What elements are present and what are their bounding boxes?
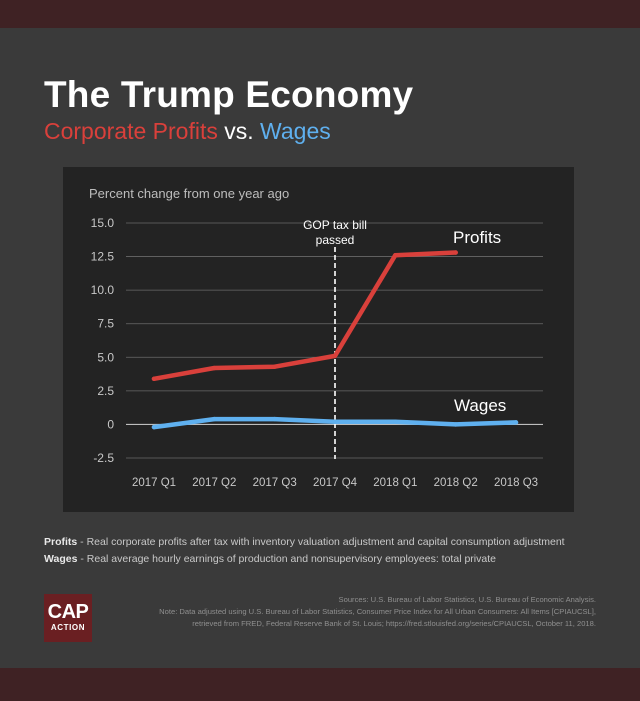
wages-data-point — [332, 419, 338, 424]
profits-series-label: Profits — [453, 228, 501, 247]
wages-data-point — [453, 422, 458, 427]
profits-note-text: - Real corporate profits after tax with … — [77, 536, 565, 548]
y-tick-label: -2.5 — [93, 451, 114, 465]
profits-data-point — [272, 364, 277, 369]
y-tick-label: 10.0 — [91, 283, 115, 297]
top-band — [0, 0, 640, 28]
subtitle-profits: Corporate Profits — [44, 118, 218, 144]
logo-cap: CAP — [47, 601, 89, 623]
page-title: The Trump Economy — [44, 74, 414, 115]
cap-action-logo: CAP ACTION — [44, 594, 92, 642]
profits-series-line — [151, 250, 458, 382]
profits-data-point — [212, 365, 217, 371]
wages-data-point — [151, 424, 157, 430]
y-tick-label: 2.5 — [97, 384, 114, 398]
profits-data-point — [453, 250, 458, 255]
sources-line-3: retrieved from FRED, Federal Reserve Ban… — [192, 619, 596, 628]
sources-line-1: Sources: U.S. Bureau of Labor Statistics… — [338, 595, 596, 604]
profits-data-point — [151, 376, 157, 381]
chart-panel: Percent change from one year ago 15.0 12.5… — [63, 167, 574, 512]
wages-note-label: Wages — [44, 553, 78, 565]
profits-note-label: Profits — [44, 536, 78, 548]
annotation-line-1: GOP tax bill — [303, 218, 367, 232]
bottom-band — [0, 668, 640, 701]
x-tick-label: 2018 Q2 — [434, 477, 478, 489]
wages-note-text: - Real average hourly earnings of produc… — [77, 553, 496, 565]
line-chart: Percent change from one year ago 15.0 12.5… — [89, 186, 543, 489]
subtitle-vs: vs. — [217, 118, 261, 144]
y-tick-label: 15.0 — [91, 216, 115, 230]
profits-note: Profits - Real corporate profits after t… — [44, 534, 604, 551]
annotation-line-2: passed — [316, 233, 355, 247]
x-tick-label: 2017 Q4 — [313, 477, 358, 489]
y-tick-label: 0 — [107, 417, 114, 431]
profits-data-point — [393, 253, 398, 258]
wages-data-point — [272, 416, 277, 422]
y-tick-label: 5.0 — [97, 350, 114, 364]
subtitle-wages: Wages — [260, 118, 331, 144]
wages-note: Wages - Real average hourly earnings of … — [44, 551, 604, 568]
x-tick-label: 2018 Q3 — [494, 477, 538, 489]
axis-caption: Percent change from one year ago — [89, 186, 289, 201]
x-tick-label: 2018 Q1 — [373, 477, 417, 489]
x-tick-label: 2017 Q3 — [253, 477, 297, 489]
y-tick-label: 12.5 — [91, 250, 115, 264]
x-tick-label: 2017 Q2 — [192, 477, 236, 489]
logo-action: ACTION — [50, 623, 86, 632]
sources-line-2: Note: Data adjusted using U.S. Bureau of… — [159, 607, 596, 616]
wages-data-point — [513, 420, 519, 425]
wages-series-label: Wages — [454, 396, 506, 415]
x-tick-label: 2017 Q1 — [132, 477, 176, 489]
y-tick-label: 7.5 — [97, 317, 114, 331]
wages-data-point — [212, 416, 217, 422]
chart-notes: Profits - Real corporate profits after t… — [44, 534, 604, 568]
profits-data-point — [332, 353, 338, 359]
page-subtitle: Corporate Profits vs. Wages — [44, 118, 331, 145]
wages-data-point — [393, 419, 398, 424]
sources-note: Sources: U.S. Bureau of Labor Statistics… — [126, 594, 596, 630]
